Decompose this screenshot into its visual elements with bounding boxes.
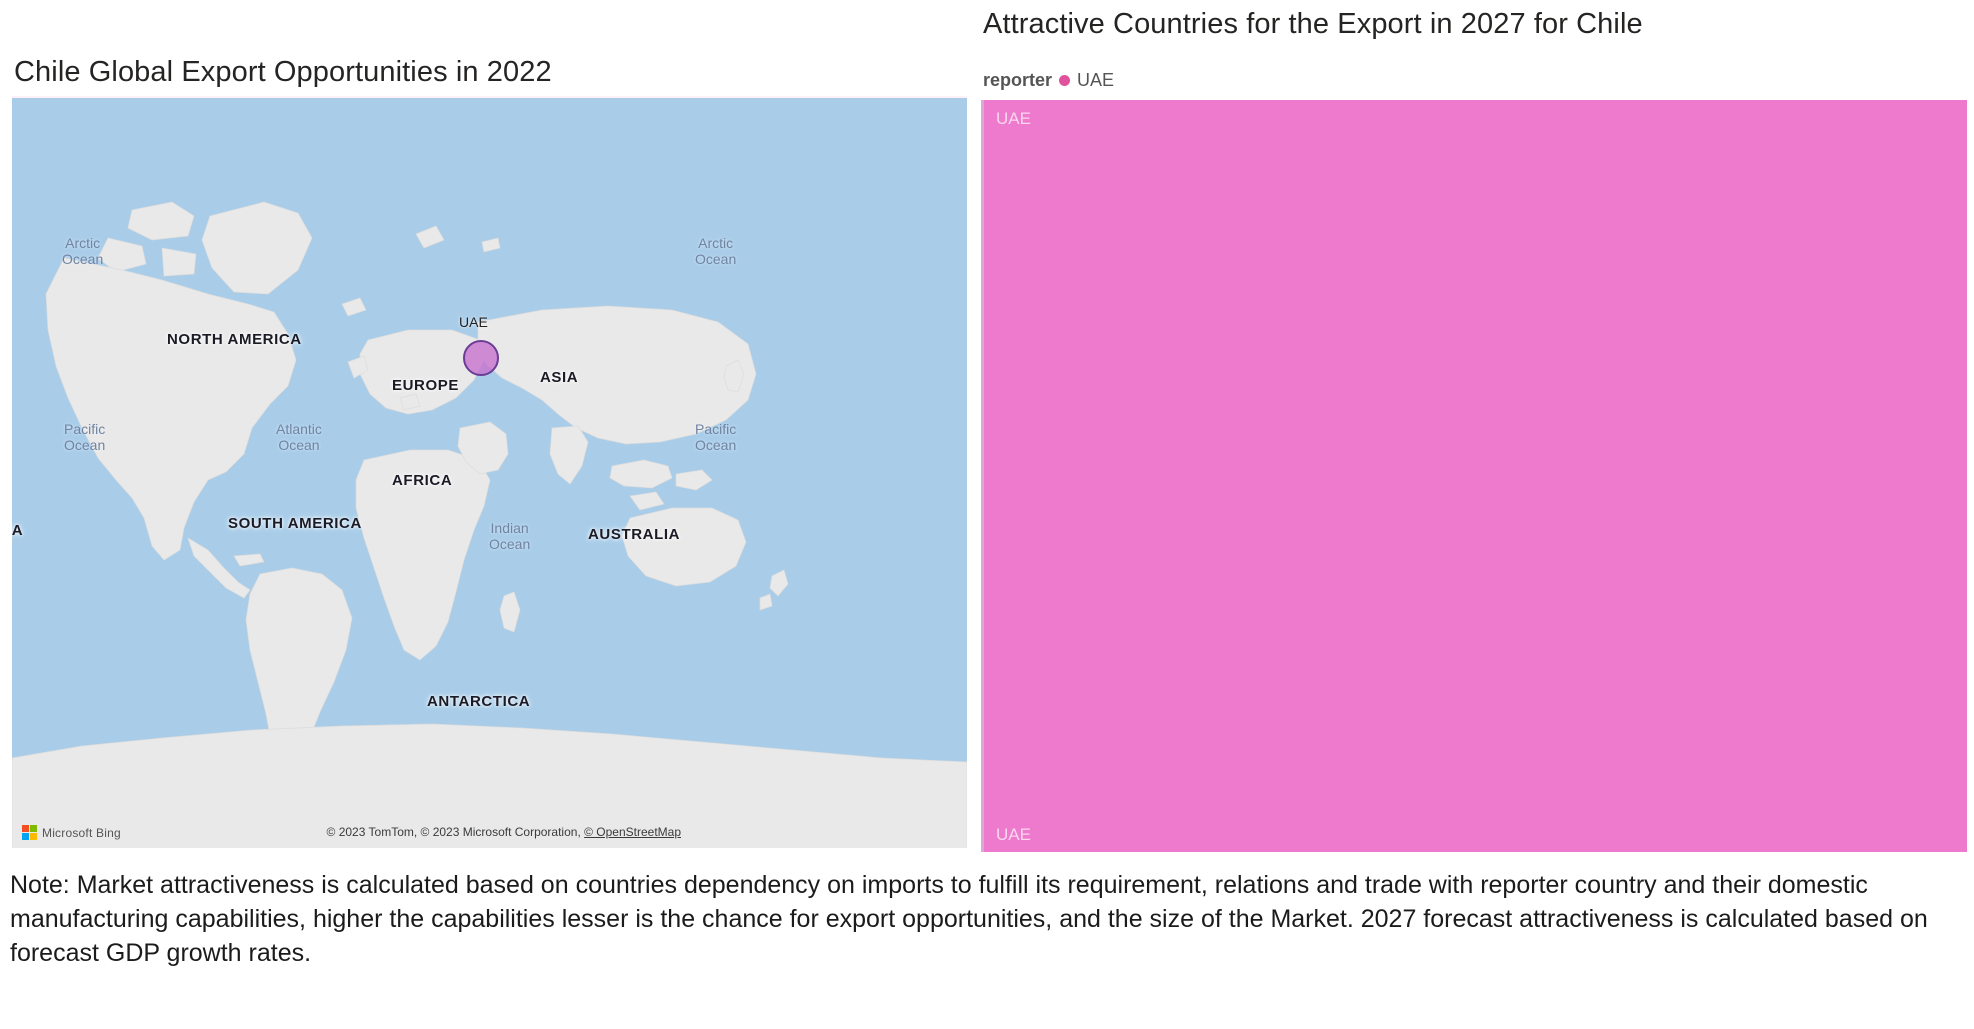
bing-logo-text: Microsoft Bing [42, 825, 121, 840]
ocean-label-atlantic: Atlantic Ocean [276, 421, 322, 453]
ocean-label-pacific-west: Pacific Ocean [64, 421, 106, 453]
legend-title: reporter [983, 70, 1053, 90]
map-title: Chile Global Export Opportunities in 202… [14, 56, 552, 88]
continent-label-australia: AUSTRALIA [588, 526, 681, 543]
treemap-cell-label-top: UAE [996, 109, 1031, 128]
continent-label-north-america: NORTH AMERICA [167, 331, 302, 348]
continent-label-south-america: SOUTH AMERICA [228, 515, 362, 532]
openstreetmap-link[interactable]: © OpenStreetMap [584, 825, 681, 839]
map-attribution-text: © 2023 TomTom, © 2023 Microsoft Corporat… [326, 825, 585, 839]
treemap-chart: UAE UAE [981, 100, 1967, 852]
map-bubble-uae[interactable] [463, 340, 499, 376]
continent-label-asia-clipped: IA [12, 522, 24, 539]
legend-color-dot-uae[interactable] [1059, 75, 1071, 86]
map-panel: Chile Global Export Opportunities in 202… [0, 0, 975, 862]
microsoft-bing-logo: Microsoft Bing [22, 825, 121, 840]
continent-label-antarctica: ANTARCTICA [427, 693, 531, 710]
footnote-note: Note: Market attractiveness is calculate… [10, 871, 1928, 967]
treemap-legend: reporter UAE [983, 70, 1114, 91]
ocean-label-arctic-east: Arctic Ocean [695, 235, 737, 267]
continent-label-asia: ASIA [540, 369, 579, 386]
ocean-label-indian: Indian Ocean [489, 520, 531, 552]
continent-label-africa: AFRICA [392, 472, 453, 489]
ocean-label-arctic-west: Arctic Ocean [62, 235, 104, 267]
ocean-label-pacific-east: Pacific Ocean [695, 421, 737, 453]
world-map[interactable]: NORTH AMERICA EUROPE ASIA AFRICA SOUTH A… [12, 96, 967, 848]
treemap-title: Attractive Countries for the Export in 2… [983, 8, 1643, 40]
treemap-cell-label-bottom: UAE [996, 825, 1031, 844]
treemap-cell-uae[interactable]: UAE UAE [984, 100, 1967, 852]
map-attribution: © 2023 TomTom, © 2023 Microsoft Corporat… [327, 825, 681, 839]
legend-label-uae[interactable]: UAE [1077, 70, 1115, 90]
map-bubble-label-uae: UAE [459, 314, 488, 330]
continent-label-europe: EUROPE [392, 377, 459, 394]
treemap-panel: Attractive Countries for the Export in 2… [975, 0, 1974, 862]
microsoft-squares-icon [22, 825, 37, 840]
map-geometry [12, 98, 967, 848]
